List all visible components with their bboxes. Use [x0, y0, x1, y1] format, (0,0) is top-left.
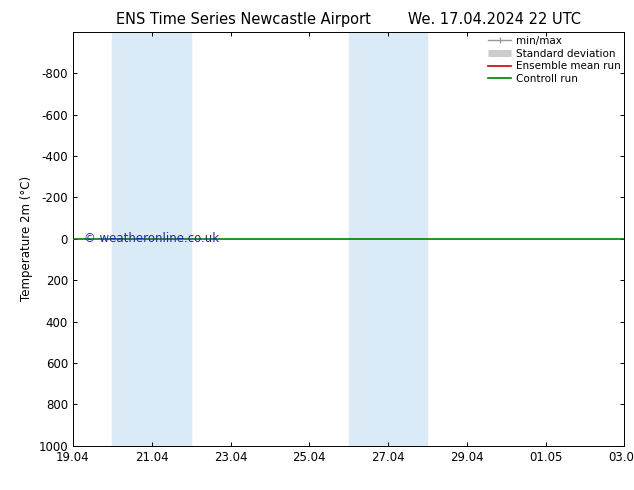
Text: © weatheronline.co.uk: © weatheronline.co.uk [84, 232, 219, 245]
Legend: min/max, Standard deviation, Ensemble mean run, Controll run: min/max, Standard deviation, Ensemble me… [486, 34, 623, 86]
Bar [112, 32, 191, 446]
Y-axis label: Temperature 2m (°C): Temperature 2m (°C) [20, 176, 33, 301]
Bar [349, 32, 427, 446]
Title: ENS Time Series Newcastle Airport        We. 17.04.2024 22 UTC: ENS Time Series Newcastle Airport We. 17… [116, 12, 581, 26]
